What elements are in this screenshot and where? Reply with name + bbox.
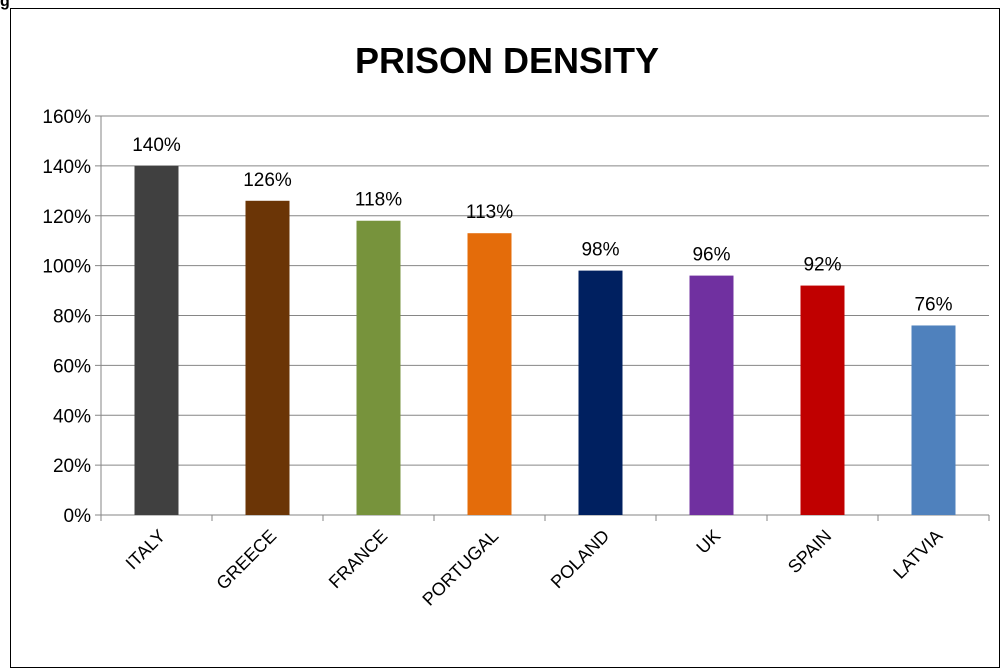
gridlines <box>101 115 989 466</box>
chart-frame: PRISON DENSITY 140% 126% 118% 113% 98% 96% 92%… <box>10 8 1000 668</box>
x-tick-label-portugal: PORTUGAL <box>418 526 502 610</box>
x-tick-label-italy: ITALY <box>122 526 170 574</box>
data-label-portugal: 113% <box>466 202 513 223</box>
x-tick-label-france: FRANCE <box>325 526 391 592</box>
x-tick-labels: ITALY GREECE FRANCE PORTUGAL POLAND UK SPAIN LA… <box>122 526 947 610</box>
x-tick-label-uk: UK <box>692 526 724 558</box>
data-label-latvia: 76% <box>914 294 952 315</box>
bar-spain <box>800 285 845 515</box>
data-label-greece: 126% <box>243 170 292 191</box>
y-tick-label: 20% <box>53 456 91 477</box>
bar-greece <box>245 200 290 515</box>
y-tick-label: 140% <box>42 157 91 178</box>
y-tick-label: 60% <box>53 356 91 377</box>
data-label-spain: 92% <box>803 255 841 276</box>
y-tick-label: 100% <box>42 257 91 278</box>
data-label-italy: 140% <box>132 135 181 156</box>
axes <box>95 115 990 521</box>
x-tick-label-latvia: LATVIA <box>889 526 946 583</box>
y-tick-label: 160% <box>42 107 91 128</box>
bar-latvia <box>911 325 956 515</box>
y-tick-label: 40% <box>53 406 91 427</box>
data-label-poland: 98% <box>581 240 619 261</box>
data-labels: 140% 126% 118% 113% 98% 96% 92% 76% <box>132 135 952 316</box>
x-tick-label-poland: POLAND <box>547 526 613 592</box>
bar-portugal <box>467 233 512 516</box>
page-fragment-text: g <box>0 0 10 10</box>
data-label-uk: 96% <box>692 245 730 266</box>
bar-france <box>356 220 401 516</box>
y-tick-labels: 0% 20% 40% 60% 80% 100% 120% 140% 160% <box>42 107 91 527</box>
bars <box>134 165 956 516</box>
bar-italy <box>134 165 179 515</box>
y-tick-label: 0% <box>64 506 92 527</box>
x-tick-label-greece: GREECE <box>212 526 280 594</box>
data-label-france: 118% <box>355 190 402 211</box>
y-tick-label: 120% <box>42 207 91 228</box>
bar-poland <box>578 270 623 515</box>
y-tick-label: 80% <box>53 307 91 328</box>
chart-canvas: PRISON DENSITY 140% 126% 118% 113% 98% 96% 92%… <box>42 40 990 610</box>
x-tick-label-spain: SPAIN <box>784 526 835 577</box>
chart-title: PRISON DENSITY <box>355 40 659 81</box>
bar-uk <box>689 275 734 515</box>
